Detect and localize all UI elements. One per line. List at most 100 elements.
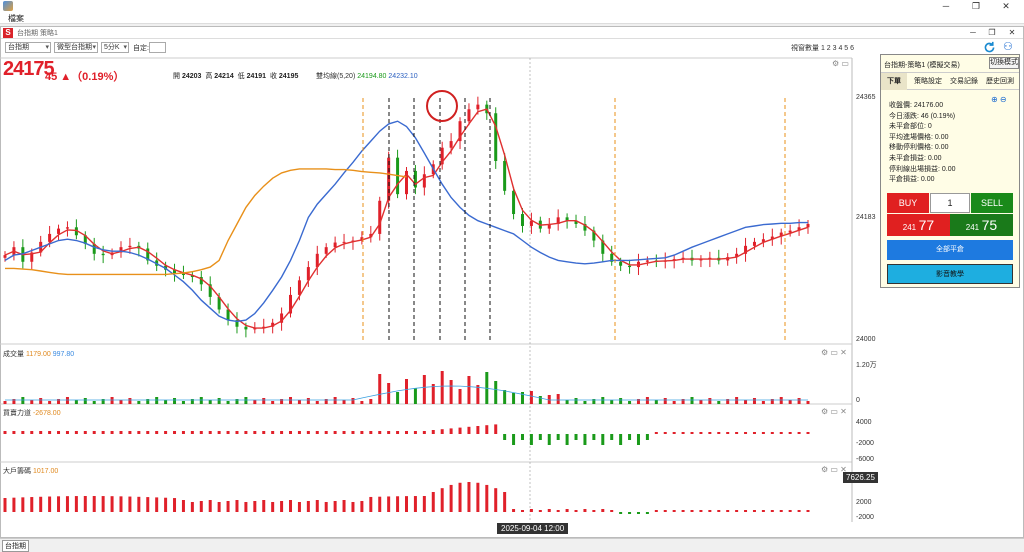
power-bar [3,431,7,434]
maximize-icon[interactable]: ❐ [971,1,981,11]
power-bar [717,432,721,434]
main-panel-settings-icon[interactable]: ⚙ ▭ [832,59,849,68]
candle-body [208,284,212,297]
power-bar [788,432,792,434]
low-value: 24191 [246,73,267,80]
power-bar [110,431,114,434]
contract-type-select[interactable]: 微型台指期 [54,42,98,53]
volume-bar [592,399,596,404]
big-holder-bar [289,500,293,512]
sell-button[interactable]: SELL [971,193,1013,213]
power-bar [699,432,703,434]
candle-body [610,253,614,262]
power-bar [280,431,284,434]
bid-price-button[interactable]: 241 77 [887,214,950,236]
volume-bar [717,401,721,404]
candle-body [761,239,765,242]
candle-body [271,322,275,327]
big-holder-bar [39,496,43,512]
tab-backtest[interactable]: 歷史回測 [986,78,1014,85]
user-list-icon[interactable]: ⚇ [1003,41,1013,53]
volume-bar [538,396,542,404]
big-panel-icons[interactable]: ⚙ ▭ ✕ [821,465,847,474]
power-bar [485,425,489,434]
big-holder-bar [672,510,676,512]
power-bar [556,434,560,440]
power-bar [315,431,319,434]
volume-bar [449,380,453,404]
volume-bar [779,397,783,404]
volume-bar [699,400,703,404]
volume-bar [797,398,801,404]
candle-body [735,253,739,258]
minimize-icon[interactable]: ─ [942,1,950,11]
switch-mode-button[interactable]: 切換模式 [989,57,1019,69]
power-bar [770,432,774,434]
volume-bar [761,401,765,404]
volume-bar [690,397,694,404]
candle-body [797,227,801,231]
big-holder-bar [449,484,453,512]
tab-order[interactable]: 下單 [881,73,907,90]
power-bar [645,434,649,440]
volume-bar [645,397,649,404]
volume-panel-icons[interactable]: ⚙ ▭ ✕ [821,348,847,357]
chart-area[interactable] [0,0,860,522]
power-bar [405,431,408,434]
power-bar [128,431,132,434]
quantity-input[interactable]: 1 [930,193,970,213]
video-tutorial-button[interactable]: 影音教學 [887,264,1013,284]
candle-body [387,157,391,201]
big-holder-bar [735,510,739,512]
big-holder-bar [494,488,498,512]
big-holder-bar [654,510,658,512]
tab-trade-log[interactable]: 交易記錄 [950,78,978,85]
power-bar [396,431,400,434]
candle-body [306,267,310,281]
volume-bar [770,399,774,404]
big-holder-bar [253,501,257,512]
big-holder-bar [65,496,69,512]
sub-restore-icon[interactable]: ❐ [988,28,996,37]
power-bar [779,432,783,434]
refresh-icon[interactable] [983,41,996,54]
window-count-selector[interactable]: 視窗數量 1 2 3 4 5 6 [791,45,855,52]
big-holder-bar [520,510,524,512]
volume-bar [57,399,61,404]
custom-period-input[interactable] [149,42,166,53]
candle-body [806,223,810,228]
big-holder-bar [779,510,783,512]
volume-bar [806,401,810,404]
volume-bar [208,400,212,404]
power-bar [333,431,337,434]
candle-body [494,113,498,161]
close-all-button[interactable]: 全部平倉 [887,240,1013,260]
chart-window-icon: S [3,28,13,38]
candle-body [315,253,319,268]
close-icon[interactable]: ✕ [1002,1,1010,11]
ask-price-button[interactable]: 241 75 [950,214,1013,236]
symbol-select[interactable]: 台指期 [5,42,51,53]
volume-bar [672,401,676,404]
menu-file[interactable]: 檔案 [8,14,24,23]
big-holder-bar [547,509,551,512]
power-bar [476,426,480,434]
big-holder-bar [181,500,185,512]
volume-bar [12,399,16,404]
power-bar [181,431,185,434]
power-panel-icons[interactable]: ⚙ ▭ ✕ [821,407,847,416]
sub-minimize-icon[interactable]: ─ [970,28,976,37]
big-holder-bar [164,497,168,512]
sub-close-icon[interactable]: ✕ [1008,28,1016,37]
buy-button[interactable]: BUY [887,193,929,213]
status-bar: 台指期 [0,538,1024,552]
tab-strategy[interactable]: 策略設定 [914,78,942,85]
period-select[interactable]: 5分K [101,42,129,53]
candle-body [503,160,507,191]
status-tab-symbol[interactable]: 台指期 [2,540,29,552]
candle-body [770,236,774,240]
big-holder-bar [405,496,408,512]
zoom-icons[interactable]: ⊕ ⊖ [991,95,1007,104]
power-bar [520,434,524,440]
power-bar [30,431,34,434]
